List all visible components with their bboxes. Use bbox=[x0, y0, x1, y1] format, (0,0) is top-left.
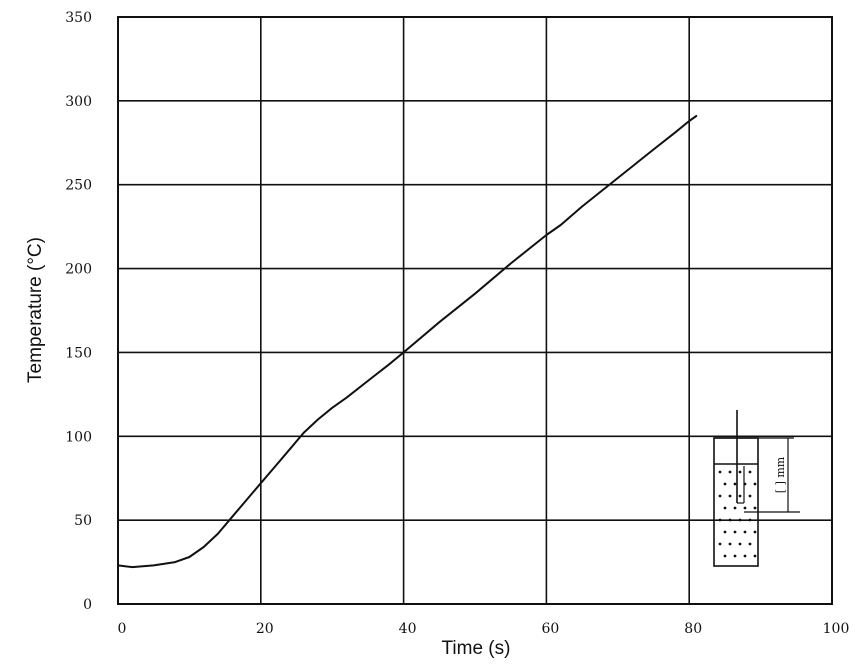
x-tick-label: 40 bbox=[399, 621, 417, 637]
y-tick-label: 50 bbox=[74, 513, 92, 529]
x-tick-label: 100 bbox=[823, 621, 850, 637]
x-tick-labels: 0 20 40 60 80 100 bbox=[118, 621, 850, 637]
x-tick-label: 0 bbox=[118, 621, 127, 637]
x-axis-label: Time (s) bbox=[442, 638, 511, 659]
y-tick-label: 200 bbox=[65, 262, 92, 278]
y-axis-label: Temperature (°C) bbox=[25, 237, 46, 383]
x-tick-label: 20 bbox=[256, 621, 274, 637]
y-tick-label: 300 bbox=[65, 94, 92, 110]
x-tick-label: 60 bbox=[541, 621, 559, 637]
y-tick-label: 0 bbox=[83, 597, 92, 613]
y-tick-label: 350 bbox=[65, 10, 92, 26]
y-tick-label: 150 bbox=[65, 345, 92, 361]
series-line bbox=[117, 115, 698, 569]
y-tick-label: 250 bbox=[65, 178, 92, 194]
container-cross-section-icon: [ ] mm bbox=[713, 410, 800, 567]
grid-lines bbox=[118, 17, 832, 604]
y-tick-label: 100 bbox=[65, 429, 92, 445]
inset-dimension-label: [ ] mm bbox=[774, 456, 787, 493]
plot-frame bbox=[117, 16, 833, 605]
y-tick-labels: 0 50 100 150 200 250 300 350 bbox=[65, 10, 92, 613]
x-tick-label: 80 bbox=[684, 621, 702, 637]
